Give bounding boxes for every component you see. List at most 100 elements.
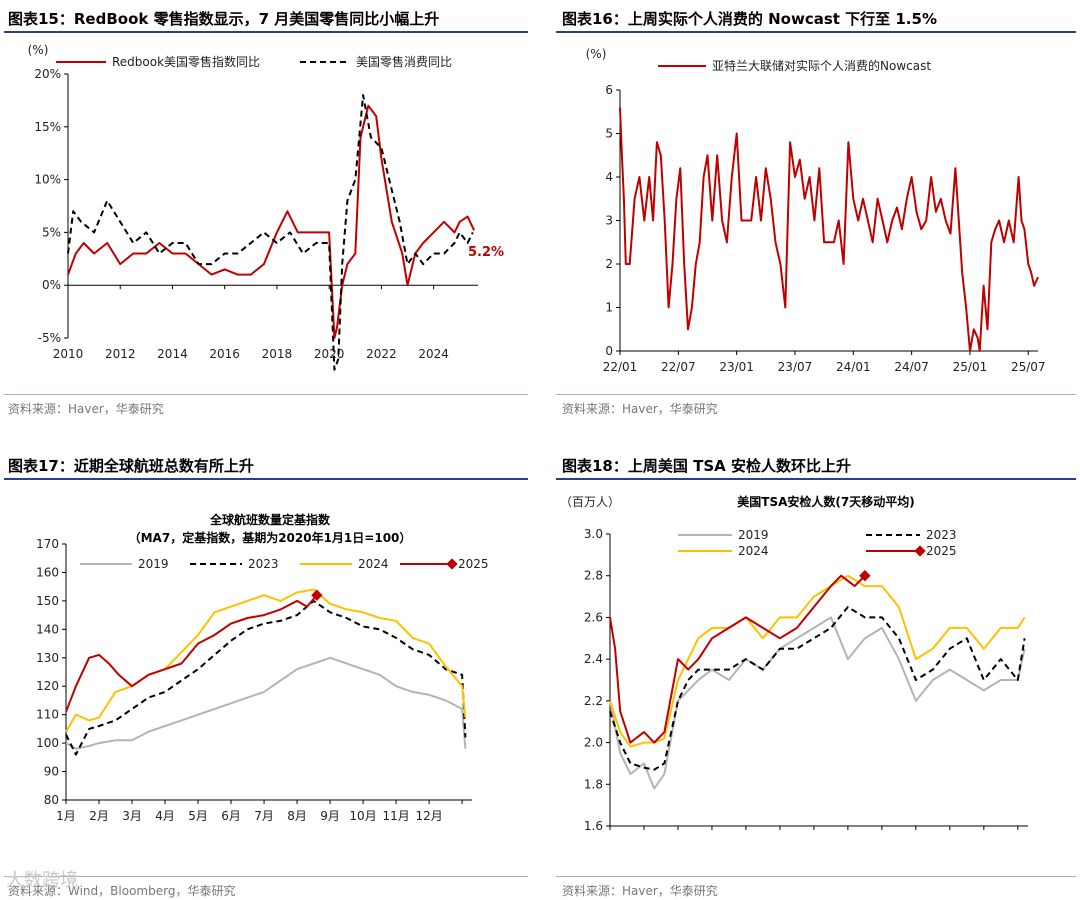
y-tick-label: 100	[36, 736, 59, 750]
legend-label: 亚特兰大联储对实际个人消费的Nowcast	[712, 58, 931, 73]
x-tick-label: 2024	[418, 347, 449, 361]
y-tick-label: 130	[36, 651, 59, 665]
x-tick-label: 6月	[221, 809, 241, 823]
x-tick-label: 9月	[872, 835, 892, 836]
x-tick-label: 2022	[366, 347, 397, 361]
legend-label: 2024	[738, 544, 769, 558]
legend-label: 美国零售消费同比	[356, 54, 452, 69]
x-tick-label: 1月	[600, 835, 620, 836]
x-tick-label: 6月	[770, 835, 790, 836]
chart-title-17: 图表17：近期全球航班总数有所上升	[8, 457, 254, 475]
series-line-2025	[609, 574, 866, 744]
y-tick-label: 15%	[34, 120, 61, 134]
y-tick-label: 160	[36, 565, 59, 579]
chart-inner-subtitle: （MA7，定基指数，基期为2020年1月1日=100）	[129, 530, 412, 545]
x-tick-label: 2014	[157, 347, 188, 361]
y-tick-label: 150	[36, 594, 59, 608]
series-line-2019	[65, 656, 467, 750]
title-rule	[556, 478, 1076, 480]
x-tick-label: 23/07	[778, 360, 813, 374]
y-axis-label: (%)	[586, 47, 607, 61]
legend-label: 2025	[926, 544, 957, 558]
x-tick-label: 3月	[122, 809, 142, 823]
y-axis-label: （百万人）	[560, 495, 620, 509]
x-tick-label: 12月	[415, 809, 442, 823]
legend-label: 2019	[738, 528, 769, 542]
x-tick-label: 4月	[702, 835, 722, 836]
x-tick-label: 22/01	[603, 360, 638, 374]
y-tick-label: 80	[44, 793, 59, 807]
series-line-Redbook美国零售指数同比	[67, 104, 476, 339]
x-tick-label: 12月	[970, 835, 997, 836]
y-tick-label: 1.6	[584, 819, 603, 833]
legend-label: 2019	[138, 557, 169, 571]
y-tick-label: 2.4	[584, 652, 603, 666]
legend-label: 2023	[926, 528, 957, 542]
x-tick-label: 10月	[902, 835, 929, 836]
nowcast-chart: 0 1 2 3 4 5 6 22/01 22/07 23/01 23/07 24/01 24/07 25/…	[586, 47, 1046, 374]
x-tick-label: 11月	[382, 809, 409, 823]
y-tick-label: 5	[605, 127, 613, 141]
x-tick-label: 10月	[349, 809, 376, 823]
source-rule	[4, 876, 528, 877]
flights-chart: 80 90 100 110 120 130 140 150 160 170 1月 2月 3月 4月 5月 6月…	[36, 512, 489, 823]
y-tick-label: 2.0	[584, 736, 603, 750]
x-tick-label: 22/07	[661, 360, 696, 374]
y-tick-label: 170	[36, 537, 59, 551]
y-tick-label: 1	[605, 301, 613, 315]
series-line-2023	[65, 599, 467, 756]
y-tick-label: 2.2	[584, 694, 603, 708]
x-tick-label: 5月	[188, 809, 208, 823]
legend-label: 2024	[358, 557, 389, 571]
legend-marker	[914, 545, 926, 557]
title-rule	[556, 31, 1076, 33]
y-tick-label: 20%	[34, 67, 61, 81]
series-line-2019	[609, 616, 1026, 790]
x-tick-label: 2月	[89, 809, 109, 823]
legend-label: 2025	[458, 557, 489, 571]
source-rule	[556, 394, 1076, 395]
x-tick-label: 9月	[320, 809, 340, 823]
x-tick-label: 2月	[634, 835, 654, 836]
x-tick-label: 5月	[736, 835, 756, 836]
x-tick-label: 7月	[254, 809, 274, 823]
source-rule	[4, 394, 528, 395]
annotation-label: 5.2%	[468, 245, 504, 260]
series-line-2025	[65, 594, 318, 713]
y-tick-label: 4	[605, 170, 613, 184]
tsa-chart: 1.6 1.8 2.0 2.2 2.4 2.6 2.8 3.0 1月 2月 3月 4月 5月 6月 7月 8月…	[560, 494, 1028, 836]
x-tick-label: 2018	[262, 347, 293, 361]
x-tick-label: 8月	[287, 809, 307, 823]
y-tick-label: 90	[44, 765, 59, 779]
series-line-亚特兰大联储对实际个人消费的Nowcast	[619, 107, 1039, 352]
redbook-chart: -5% 0% 5% 10% 15% 20% 2010 2012 2014 2016 2018 2020…	[28, 43, 504, 371]
x-tick-label: 23/01	[719, 360, 754, 374]
source-rule	[556, 876, 1076, 877]
y-tick-label: 1.8	[584, 777, 603, 791]
y-tick-label: 140	[36, 622, 59, 636]
chart-inner-title: 全球航班数量定基指数	[209, 512, 331, 527]
y-tick-label: 3	[605, 214, 613, 228]
x-tick-label: 4月	[155, 809, 175, 823]
x-tick-label: 11月	[936, 835, 963, 836]
y-tick-label: -5%	[38, 331, 61, 345]
x-tick-label: 2012	[105, 347, 136, 361]
chart-title-16: 图表16：上周实际个人消费的 Nowcast 下行至 1.5%	[562, 10, 937, 28]
title-rule	[4, 31, 528, 33]
x-tick-label: 24/07	[894, 360, 929, 374]
x-tick-label: 2010	[53, 347, 84, 361]
source-note-18: 资料来源：Haver，华泰研究	[562, 884, 718, 898]
x-tick-label: 8月	[838, 835, 858, 836]
x-tick-label: 2016	[209, 347, 240, 361]
y-tick-label: 2.8	[584, 569, 603, 583]
y-tick-label: 0%	[42, 278, 61, 292]
chart-title-18: 图表18：上周美国 TSA 安检人数环比上升	[562, 457, 851, 475]
x-tick-label: 1月	[56, 809, 76, 823]
y-axis-label: (%)	[28, 43, 49, 57]
source-note-17: 资料来源：Wind，Bloomberg，华泰研究	[8, 884, 236, 898]
y-tick-label: 2	[605, 257, 613, 271]
legend-label: Redbook美国零售指数同比	[112, 54, 260, 69]
watermark: 大数跨境	[6, 870, 78, 891]
y-tick-label: 2.6	[584, 610, 603, 624]
x-tick-label: 25/01	[953, 360, 988, 374]
